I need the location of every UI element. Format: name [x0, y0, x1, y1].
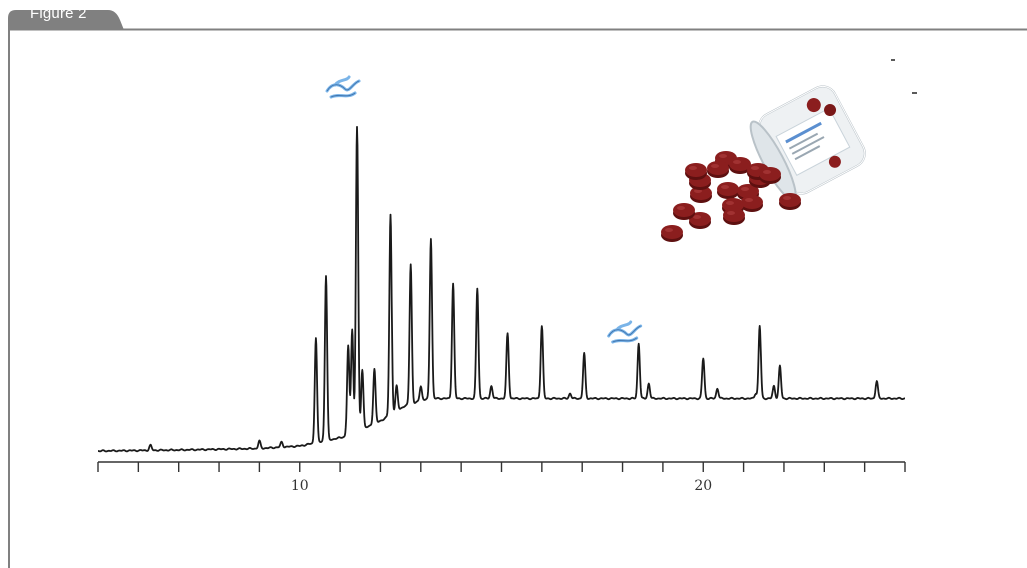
tablet-icon	[717, 182, 739, 199]
peak-apex	[779, 365, 781, 367]
peak-apex	[347, 345, 349, 347]
tablet-icon	[737, 184, 759, 201]
peak-apex	[452, 282, 454, 285]
peak-apex	[773, 385, 775, 387]
tablet-jar-illustration	[661, 85, 866, 242]
peak-apex	[361, 368, 363, 371]
peak-apex	[149, 444, 152, 446]
peak-marks	[149, 126, 878, 446]
tablet-icon	[689, 212, 711, 229]
peak-apex	[280, 441, 283, 443]
x-axis	[97, 461, 906, 472]
peak-apex	[638, 342, 640, 345]
chromatogram-trace	[97, 126, 906, 453]
peak-apex	[755, 392, 757, 395]
tablet-icon	[779, 193, 801, 210]
x-tick-label: 10	[290, 478, 309, 494]
peak-apex	[420, 385, 422, 387]
peak-apex	[410, 263, 412, 265]
x-tick-label: 20	[694, 478, 713, 494]
tablet-icon	[729, 157, 751, 174]
peak-apex	[541, 325, 543, 327]
peak-apex	[759, 325, 761, 327]
tablet-icon	[661, 225, 683, 242]
peak-apex	[356, 126, 358, 128]
peak-apex	[583, 352, 585, 355]
peak-apex	[476, 287, 478, 290]
peak-apex	[569, 392, 571, 395]
peak-apex	[702, 357, 704, 360]
peak-apex	[258, 440, 260, 442]
peak-apex	[389, 214, 392, 216]
figure-tab	[8, 10, 124, 30]
peak-apex	[506, 332, 509, 335]
jar-icon	[749, 85, 866, 201]
tablet-icon	[685, 163, 707, 180]
annotation-marker-icon	[607, 320, 643, 344]
peak-apex	[430, 237, 432, 240]
peak-apex	[315, 337, 317, 339]
figure-tab-label: Figure 2	[30, 5, 87, 22]
tablet-icon	[723, 208, 745, 225]
peak-apex	[325, 275, 327, 277]
annotation-marker-icon	[325, 75, 361, 99]
tablet-icon	[707, 161, 729, 178]
tablet-icon	[690, 186, 712, 203]
peak-apex	[373, 368, 375, 370]
peak-apex	[876, 380, 878, 382]
spilled-tablets	[661, 151, 801, 242]
peak-apex	[351, 328, 353, 330]
tablet-icon	[741, 195, 763, 212]
peak-apex	[648, 382, 650, 385]
tablet-icon	[673, 203, 695, 220]
annotation-markers	[325, 75, 643, 344]
tablet-icon	[759, 167, 781, 184]
peak-apex	[490, 385, 493, 387]
peak-apex	[716, 387, 718, 390]
peak-apex	[395, 385, 398, 387]
